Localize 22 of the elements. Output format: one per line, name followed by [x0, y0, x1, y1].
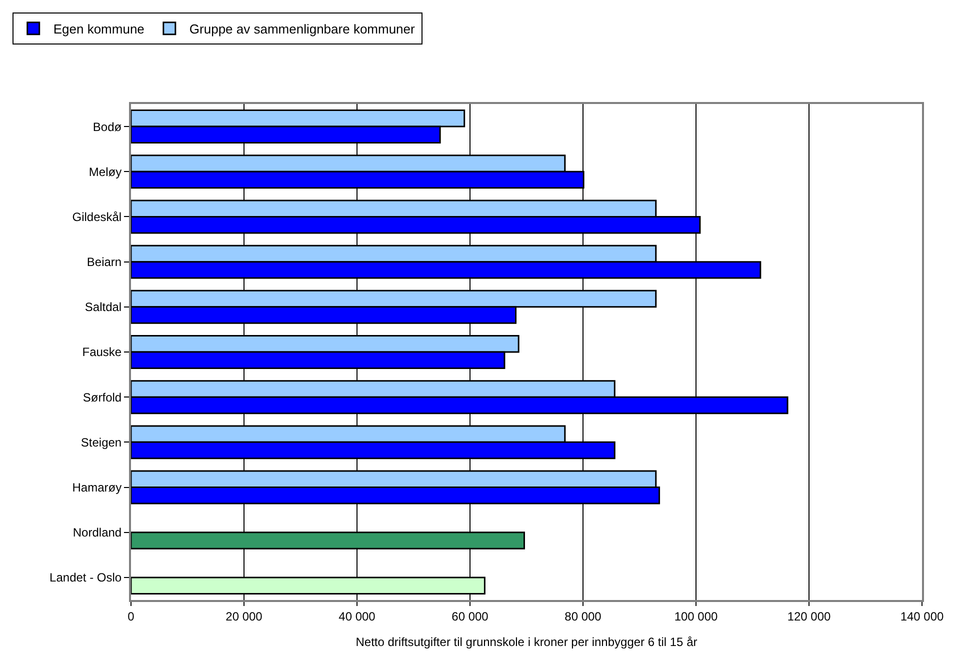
legend-label: Egen kommune [53, 22, 144, 36]
x-axis-title: Netto driftsutgifter til grunnskole i kroner per innbygger 6 til 15 år [356, 634, 698, 649]
y-tick-label: Steigen [80, 435, 122, 450]
x-tick-label: 60 000 [452, 609, 489, 624]
y-tick-label: Landet - Oslo [50, 570, 122, 585]
x-tick-label: 20 000 [226, 609, 263, 624]
x-tick-label: 40 000 [338, 609, 376, 624]
x-tick-label: 80 000 [564, 609, 602, 624]
y-tick-label: Meløy [88, 164, 122, 179]
x-tick-label: 0 [128, 609, 135, 624]
y-tick-label: Nordland [72, 526, 122, 540]
x-tick-label: 140 000 [900, 609, 944, 624]
y-tick-label: Bodø [92, 120, 122, 134]
y-tick-label: Sørfold [82, 390, 122, 404]
y-tick-label: Beiarn [86, 255, 122, 270]
x-tick-label: 100 000 [674, 609, 718, 624]
y-tick-label: Fauske [82, 345, 122, 360]
y-tick-label: Gildeskål [72, 210, 122, 224]
y-tick-label: Hamarøy [72, 480, 122, 494]
legend-label: Gruppe av sammenlignbare kommuner [189, 22, 416, 36]
y-tick-label: Saltdal [84, 300, 122, 314]
x-tick-label: 120 000 [787, 609, 832, 624]
